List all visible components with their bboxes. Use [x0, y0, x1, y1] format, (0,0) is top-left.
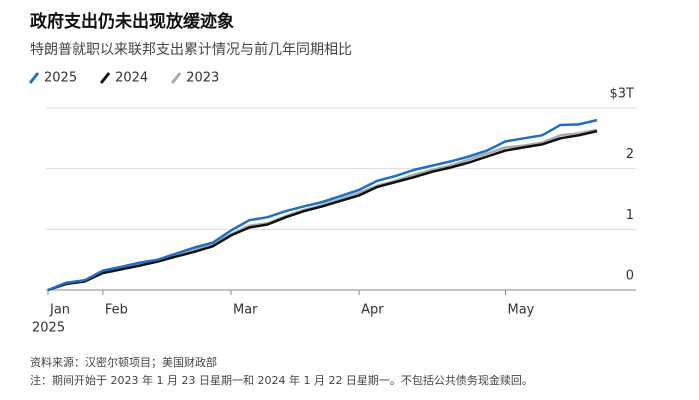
series-line [47, 118, 598, 292]
legend-label: 2025 [44, 71, 77, 86]
x-tick-label: May [508, 303, 535, 318]
x-tick-label: Mar [233, 303, 258, 318]
y-tick-label: $3T [610, 87, 635, 102]
chart-subtitle: 特朗普就职以来联邦支出累计情况与前几年同期相比 [30, 41, 352, 58]
legend-label: 2023 [186, 71, 219, 86]
y-tick-label: 2 [626, 147, 634, 162]
x-tick-label: Feb [105, 303, 128, 318]
legend-swatch [99, 72, 111, 84]
x-tick-label: Apr [361, 303, 384, 318]
note: 注：期间开始于 2023 年 1 月 23 日星期一和 2024 年 1 月 2… [30, 373, 533, 387]
x-year-label: 2025 [32, 321, 65, 336]
chart-title: 政府支出仍未出现放缓迹象 [30, 11, 234, 32]
y-tick-label: 1 [626, 208, 634, 223]
legend-swatch [171, 72, 182, 84]
series-line [47, 129, 598, 292]
legend-swatch [28, 72, 40, 84]
x-tick-label: Jan [49, 303, 70, 318]
source: 资料来源：汉密尔顿项目；美国财政部 [30, 355, 217, 369]
y-tick-label: 0 [626, 269, 634, 284]
legend-label: 2024 [115, 71, 148, 86]
